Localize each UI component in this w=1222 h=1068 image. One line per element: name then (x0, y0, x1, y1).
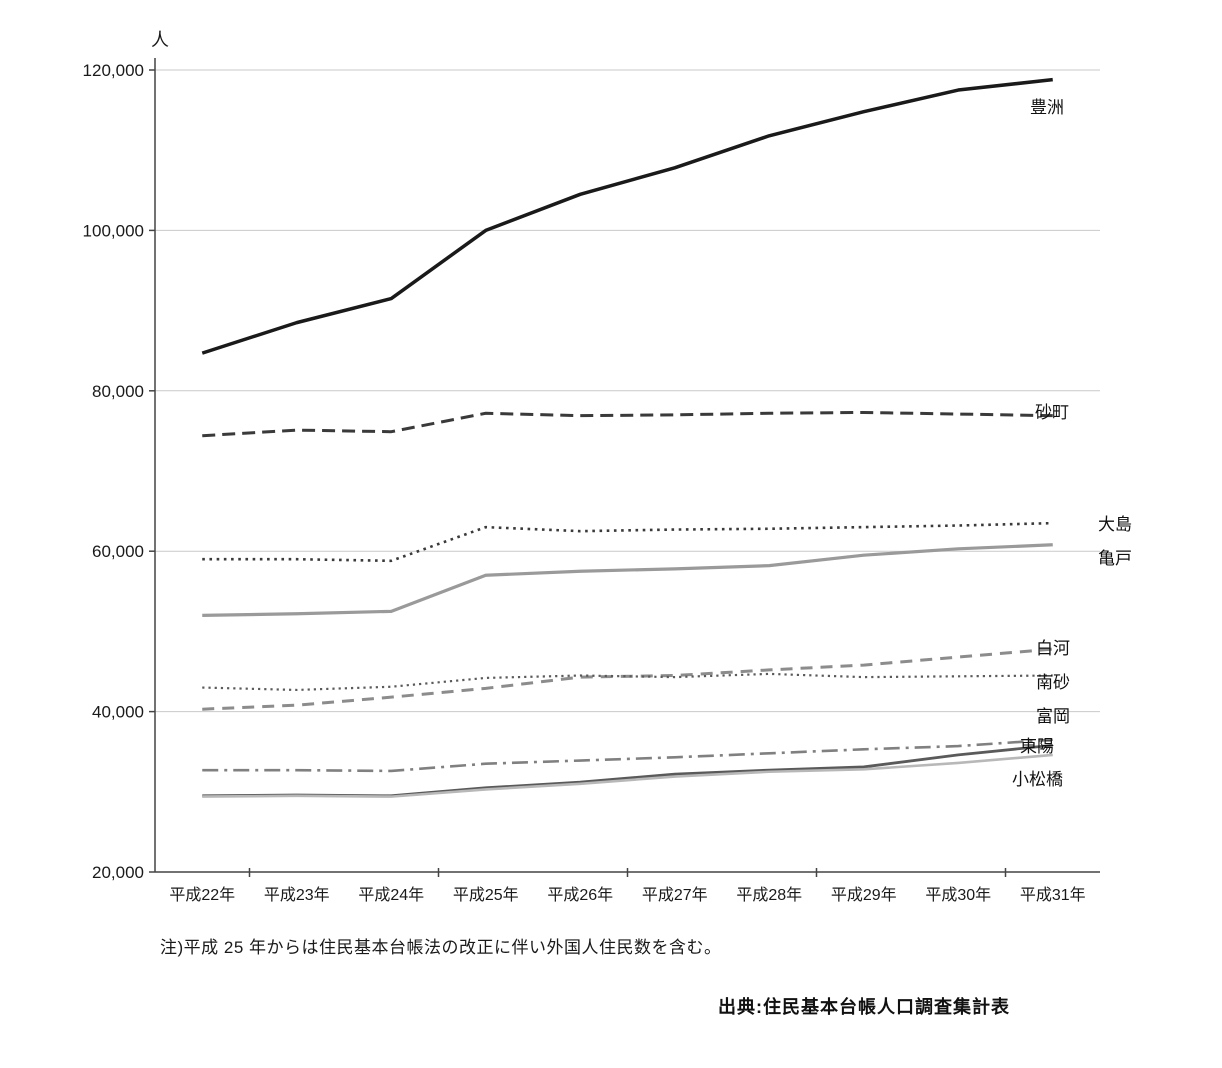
x-tick-label: 平成23年 (264, 886, 330, 904)
y-tick-label: 20,000 (92, 863, 144, 882)
x-tick-label: 平成29年 (831, 886, 897, 904)
series-line-komatsubashi (202, 753, 1053, 798)
y-tick-label: 100,000 (83, 221, 144, 240)
x-tick-label: 平成31年 (1020, 886, 1086, 904)
chart-source: 出典:住民基本台帳人口調査集計表 (718, 997, 1010, 1017)
x-tick-label: 平成25年 (453, 886, 519, 904)
series-label-ojima: 大島 (1098, 515, 1132, 534)
y-tick-label: 60,000 (92, 542, 144, 561)
population-line-chart: 20,000 40,000 60,000 80,000 100,000 120,000 平成… (83, 30, 1132, 904)
series-label-shirakawa: 白河 (1036, 639, 1070, 658)
series-line-tomioka (202, 738, 1053, 773)
x-tick-label: 平成26年 (547, 886, 613, 904)
x-tick-label: 平成22年 (169, 886, 235, 904)
series-label-tomioka: 富岡 (1036, 707, 1070, 726)
y-axis-unit-label: 人 (151, 30, 169, 50)
series-line-ojima (202, 521, 1053, 563)
x-tick-label: 平成24年 (358, 886, 424, 904)
x-tick-label: 平成30年 (925, 886, 991, 904)
series-label-sunamachi: 砂町 (1035, 403, 1069, 422)
series-label-toyosu: 豊洲 (1030, 98, 1064, 117)
series-label-kameido: 亀戸 (1098, 549, 1132, 568)
series-label-komatsubashi: 小松橋 (1012, 770, 1063, 789)
y-tick-label: 80,000 (92, 382, 144, 401)
series-line-kameido (202, 543, 1053, 617)
x-tick-label: 平成28年 (736, 886, 802, 904)
series-label-toyo: 東陽 (1020, 737, 1054, 756)
series-line-shirakawa (202, 647, 1053, 711)
x-tick-label: 平成27年 (642, 886, 708, 904)
y-tick-label: 120,000 (83, 61, 144, 80)
series-label-minamisuna: 南砂 (1036, 673, 1070, 692)
chart-footnote: 注)平成 25 年からは住民基本台帳法の改正に伴い外国人住民数を含む。 (160, 938, 722, 957)
y-tick-label: 40,000 (92, 703, 144, 722)
series-line-toyosu (201, 77, 1053, 355)
series-line-sunamachi (202, 410, 1053, 438)
